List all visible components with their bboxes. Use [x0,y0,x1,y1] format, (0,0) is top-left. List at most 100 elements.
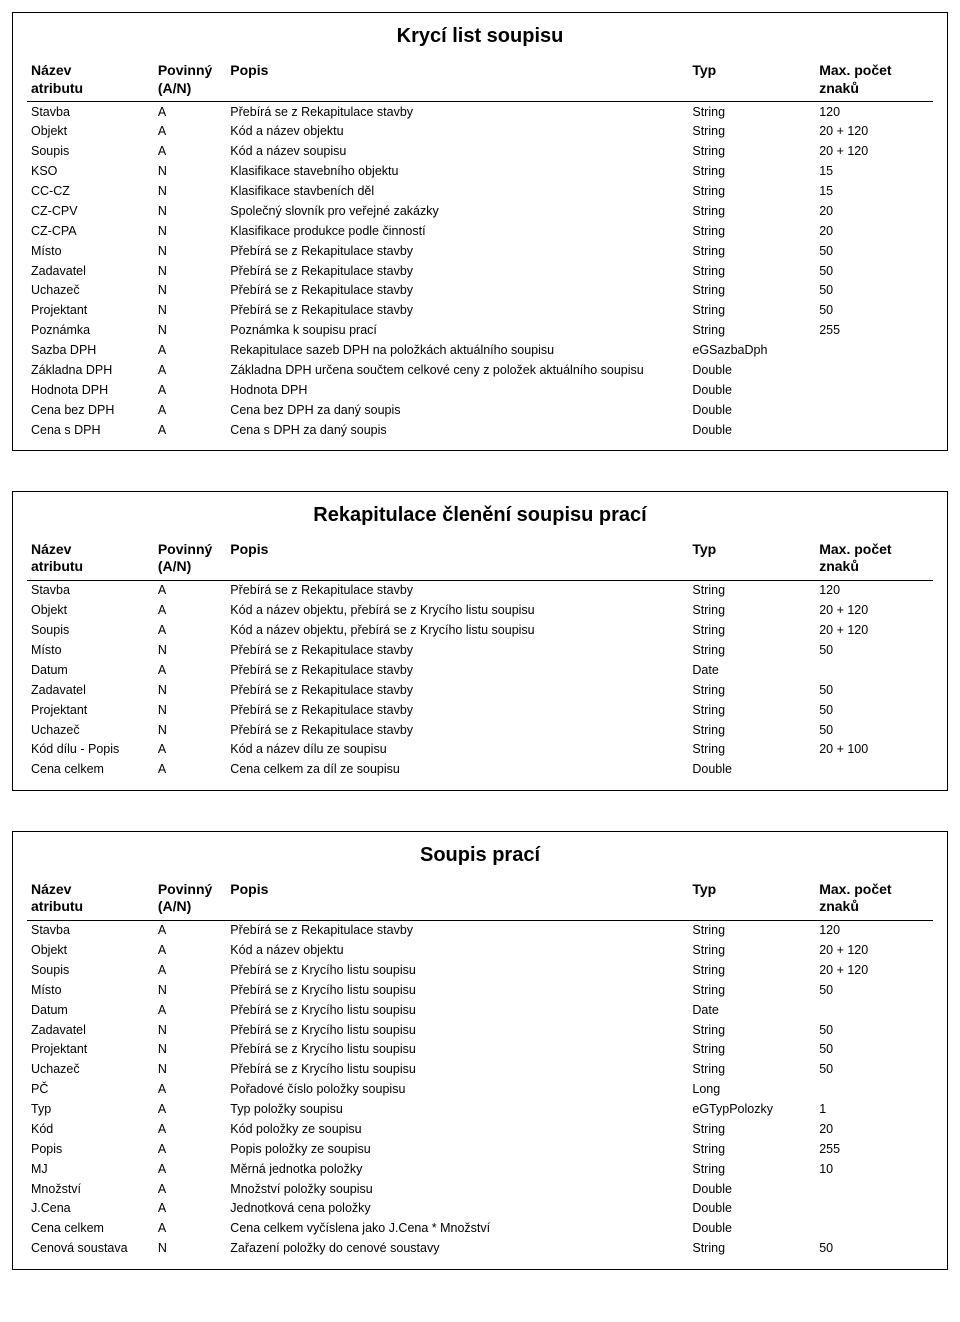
cell: Typ [27,1100,154,1120]
cell: Objekt [27,601,154,621]
cell: Základna DPH určena součtem celkové ceny… [226,360,688,380]
cell [815,341,933,361]
section-1: Rekapitulace členění soupisu pracíNázeva… [12,491,948,791]
table-row: UchazečNPřebírá se z Rekapitulace stavby… [27,281,933,301]
cell: Soupis [27,142,154,162]
cell: A [154,380,226,400]
cell: A [154,601,226,621]
cell: Double [688,1179,815,1199]
cell: 1 [815,1100,933,1120]
cell: Double [688,400,815,420]
table-header-row: NázevatributuPovinný(A/N)PopisTypMax. po… [27,879,933,921]
cell: Datum [27,660,154,680]
cell: eGTypPolozky [688,1100,815,1120]
col-header-popis: Popis [226,539,688,581]
cell: Základna DPH [27,360,154,380]
cell: String [688,680,815,700]
table-row: ProjektantNPřebírá se z Rekapitulace sta… [27,700,933,720]
cell: A [154,1139,226,1159]
cell: eGSazbaDph [688,341,815,361]
cell: String [688,102,815,122]
table-row: DatumAPřebírá se z Rekapitulace stavbyDa… [27,660,933,680]
cell: Kód a název dílu ze soupisu [226,740,688,760]
table-row: ZadavatelNPřebírá se z Rekapitulace stav… [27,261,933,281]
cell: 50 [815,1020,933,1040]
cell: 20 + 120 [815,960,933,980]
cell: Uchazeč [27,281,154,301]
cell: N [154,720,226,740]
cell: A [154,420,226,440]
cell: 20 [815,221,933,241]
cell: 20 + 120 [815,122,933,142]
cell: 50 [815,1239,933,1259]
cell: 10 [815,1159,933,1179]
table-row: Sazba DPHARekapitulace sazeb DPH na polo… [27,341,933,361]
cell [815,1199,933,1219]
cell: Double [688,360,815,380]
cell [815,660,933,680]
cell: N [154,301,226,321]
section-0: Krycí list soupisuNázevatributuPovinný(A… [12,12,948,451]
cell: Projektant [27,301,154,321]
cell: String [688,941,815,961]
cell: String [688,1159,815,1179]
table-row: StavbaAPřebírá se z Rekapitulace stavbyS… [27,580,933,600]
cell: Přebírá se z Rekapitulace stavby [226,281,688,301]
cell: A [154,580,226,600]
cell: A [154,660,226,680]
cell: Kód dílu - Popis [27,740,154,760]
cell: Přebírá se z Rekapitulace stavby [226,660,688,680]
cell: Projektant [27,700,154,720]
table-row: DatumAPřebírá se z Krycího listu soupisu… [27,1000,933,1020]
cell: 15 [815,182,933,202]
cell: Klasifikace stavebního objektu [226,162,688,182]
cell [815,760,933,780]
cell: Přebírá se z Rekapitulace stavby [226,241,688,261]
cell: Double [688,760,815,780]
table-row: MístoNPřebírá se z Krycího listu soupisu… [27,980,933,1000]
cell: PČ [27,1080,154,1100]
cell: 50 [815,980,933,1000]
section-2: Soupis pracíNázevatributuPovinný(A/N)Pop… [12,831,948,1270]
table-row: Hodnota DPHAHodnota DPHDouble [27,380,933,400]
cell: 50 [815,281,933,301]
cell [815,1000,933,1020]
cell: String [688,1040,815,1060]
cell: String [688,201,815,221]
cell: String [688,641,815,661]
cell: A [154,1119,226,1139]
cell: Long [688,1080,815,1100]
cell: Stavba [27,920,154,940]
col-header-name: Názevatributu [27,539,154,581]
cell: String [688,281,815,301]
cell [815,1080,933,1100]
cell: String [688,720,815,740]
cell [815,400,933,420]
table-row: Cena celkemACena celkem vyčíslena jako J… [27,1219,933,1239]
cell: String [688,301,815,321]
cell: Cena celkem vyčíslena jako J.Cena * Množ… [226,1219,688,1239]
cell: Date [688,1000,815,1020]
cell: Přebírá se z Krycího listu soupisu [226,1000,688,1020]
cell: Přebírá se z Rekapitulace stavby [226,641,688,661]
table-row: ObjektAKód a název objektu, přebírá se z… [27,601,933,621]
cell [815,1179,933,1199]
cell: Přebírá se z Krycího listu soupisu [226,1020,688,1040]
table-row: CZ-CPANKlasifikace produkce podle činnos… [27,221,933,241]
attribute-table: NázevatributuPovinný(A/N)PopisTypMax. po… [27,539,933,780]
cell: Soupis [27,960,154,980]
cell: String [688,1139,815,1159]
cell: Hodnota DPH [226,380,688,400]
cell: N [154,221,226,241]
cell: Pořadové číslo položky soupisu [226,1080,688,1100]
cell: String [688,700,815,720]
cell: N [154,182,226,202]
table-row: KódAKód položky ze soupisuString20 [27,1119,933,1139]
cell: Množství [27,1179,154,1199]
table-row: J.CenaAJednotková cena položkyDouble [27,1199,933,1219]
cell: N [154,162,226,182]
cell: Rekapitulace sazeb DPH na položkách aktu… [226,341,688,361]
cell: Double [688,1219,815,1239]
col-header-max: Max. početznaků [815,60,933,102]
cell: A [154,960,226,980]
